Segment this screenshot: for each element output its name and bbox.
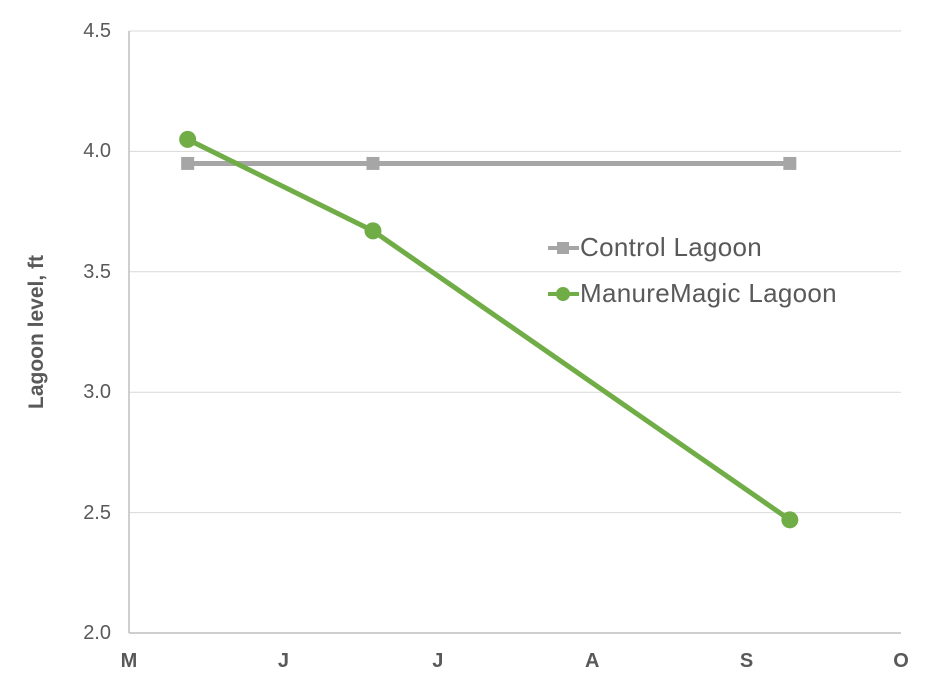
data-point-circle: [364, 222, 382, 240]
legend: Control Lagoon ManureMagic Lagoon: [548, 232, 837, 309]
x-tick-label: J: [432, 650, 444, 672]
data-point-square: [366, 156, 380, 170]
legend-item-control-lagoon: Control Lagoon: [548, 232, 837, 263]
y-tick-label: 4.0: [83, 140, 111, 163]
legend-label-control-lagoon: Control Lagoon: [580, 232, 762, 262]
data-point-square: [181, 156, 195, 170]
data-point-circle: [179, 130, 197, 148]
series-line-1: [185, 136, 793, 523]
x-tick-label: A: [584, 650, 600, 672]
legend-item-manuremagic-lagoon: ManureMagic Lagoon: [548, 278, 837, 309]
x-tick-label: O: [893, 650, 909, 672]
y-tick-label: 2.0: [83, 622, 111, 644]
y-tick-label: 2.5: [83, 501, 111, 524]
x-tick-label: S: [739, 650, 754, 672]
legend-label-manuremagic-lagoon: ManureMagic Lagoon: [580, 278, 837, 308]
data-point-circle: [781, 511, 799, 529]
y-tick-label: 4.5: [83, 20, 111, 42]
y-tick-label: 3.5: [83, 260, 111, 283]
legend-square-marker-icon: [548, 241, 579, 254]
y-tick-label: 3.0: [83, 381, 111, 404]
x-tick-label: J: [277, 650, 289, 672]
legend-circle-marker-icon: [548, 286, 579, 301]
y-axis-title: Lagoon level, ft: [25, 254, 48, 410]
x-tick-label: M: [120, 650, 138, 672]
data-point-square: [783, 156, 797, 170]
